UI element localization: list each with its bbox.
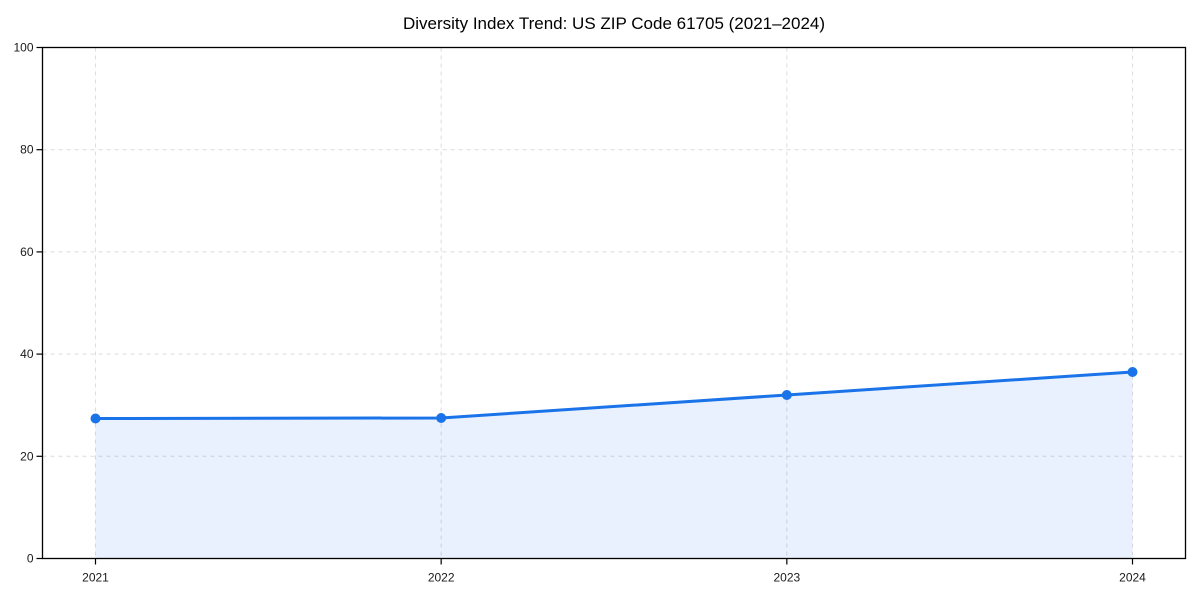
axis-tick-labels: 0 20 40 60 80 100 2021 2022 2023 2024: [13, 40, 1146, 584]
y-tick-label: 60: [20, 245, 34, 259]
trend-line-layer: [94, 370, 1134, 420]
chart-title: Diversity Index Trend: US ZIP Code 61705…: [403, 14, 825, 33]
data-point: [436, 412, 447, 423]
gridlines: [42, 47, 1186, 559]
x-tick-label: 2021: [82, 571, 109, 585]
y-tick-label: 100: [13, 40, 33, 54]
y-tick-label: 0: [27, 551, 34, 565]
area-fill: [95, 371, 1133, 559]
x-tick-label: 2024: [1119, 571, 1146, 585]
data-point: [781, 389, 792, 400]
axis-ticks: [36, 46, 1134, 565]
area-fill-layer: [95, 371, 1133, 559]
x-tick-label: 2023: [773, 571, 800, 585]
trend-line: [94, 370, 1134, 420]
plot-border: [41, 46, 1187, 560]
x-tick-label: 2022: [428, 571, 455, 585]
y-tick-label: 40: [20, 347, 34, 361]
data-point: [90, 413, 101, 424]
y-tick-label: 20: [20, 449, 34, 463]
data-point: [1127, 366, 1138, 377]
y-tick-label: 80: [20, 143, 34, 157]
data-point-layer: [90, 366, 1138, 424]
